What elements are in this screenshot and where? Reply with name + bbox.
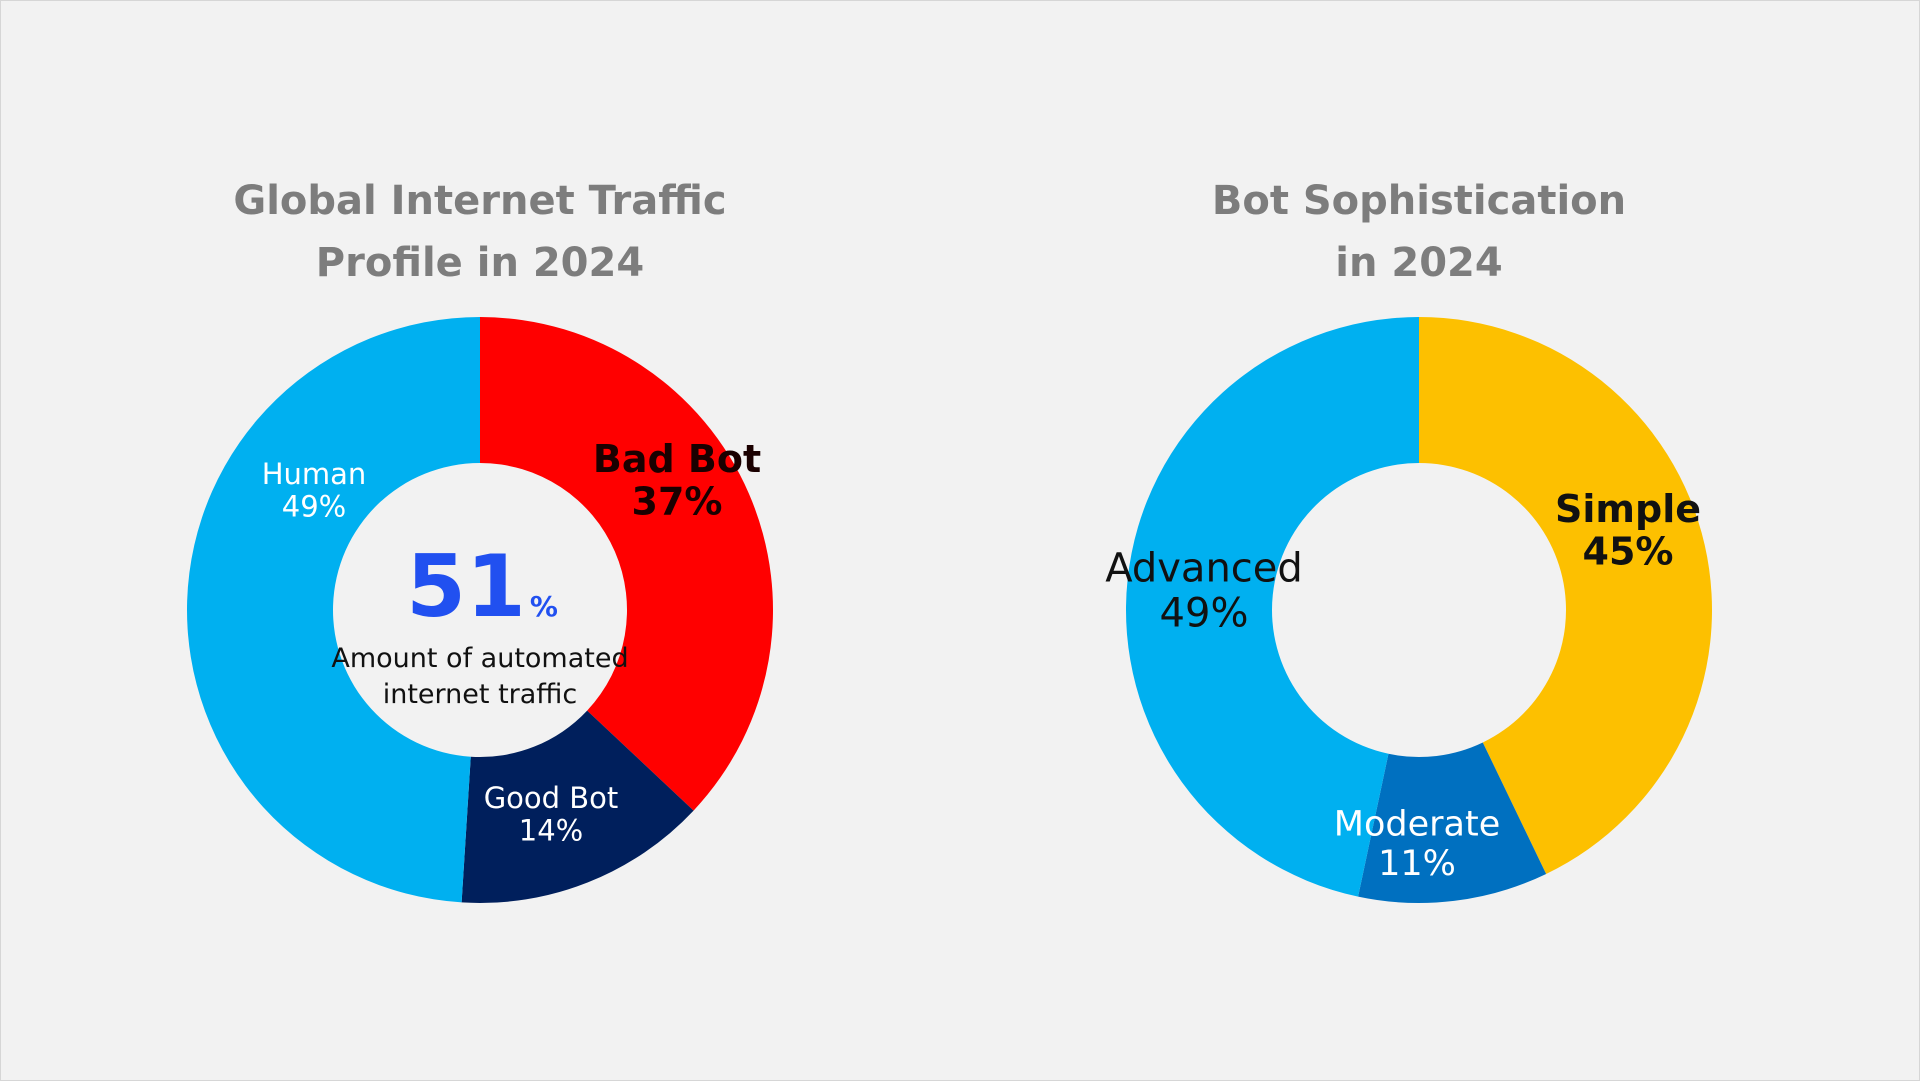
center-big-value: 51% [406, 537, 558, 637]
slice-value-moderate: 11% [1378, 844, 1456, 884]
chart-title-line-1: Global Internet Traffic [233, 178, 726, 224]
slice-good-bot [461, 710, 694, 903]
chart-title-line-1: Bot Sophistication [1212, 178, 1626, 224]
slice-label-advanced: Advanced [1105, 546, 1303, 592]
slice-value-advanced: 49% [1160, 590, 1249, 636]
slice-moderate [1358, 742, 1547, 903]
slice-value-simple: 45% [1583, 530, 1674, 574]
slice-bad-bot [480, 317, 773, 811]
center-caption-line-2: internet traffic [383, 679, 578, 710]
slice-human [187, 317, 480, 903]
chart-title-line-2: in 2024 [1335, 240, 1502, 286]
slice-value-good-bot: 14% [519, 813, 583, 847]
slice-simple [1419, 317, 1712, 874]
slice-label-human: Human [262, 457, 367, 491]
chart-title-line-2: Profile in 2024 [316, 240, 644, 286]
global-traffic-donut-chart: Global Internet Traffic Profile in 2024 Ba… [187, 178, 773, 903]
slice-value-bad-bot: 37% [632, 480, 723, 524]
center-caption-line-1: Amount of automated [331, 643, 628, 674]
slice-advanced [1126, 317, 1419, 897]
slice-label-good-bot: Good Bot [484, 781, 619, 815]
center-big-unit: % [530, 590, 558, 623]
slice-label-moderate: Moderate [1334, 805, 1500, 845]
slice-label-simple: Simple [1555, 487, 1701, 531]
slice-value-human: 49% [282, 489, 346, 523]
center-big-number: 51 [406, 537, 526, 637]
slice-label-bad-bot: Bad Bot [593, 437, 761, 481]
